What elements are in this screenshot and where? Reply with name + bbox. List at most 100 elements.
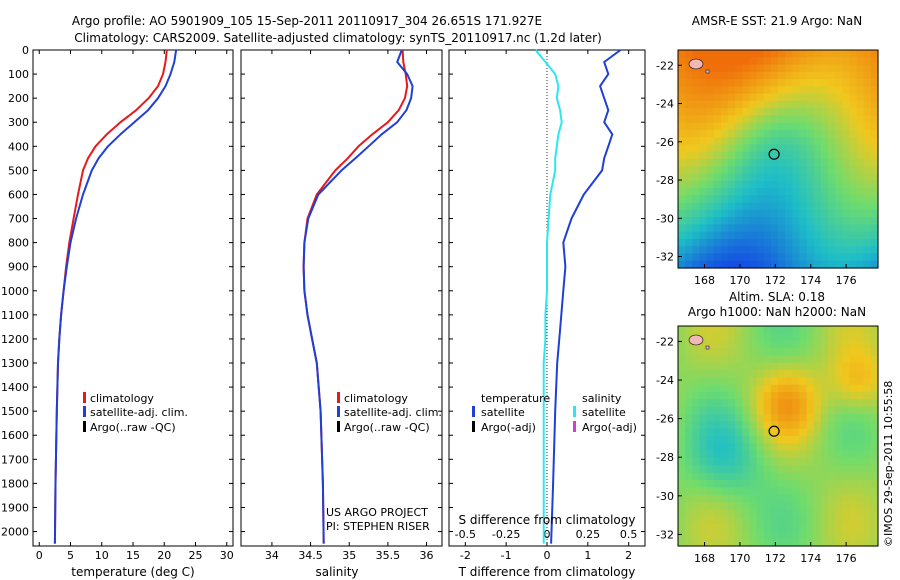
map-cell xyxy=(842,384,851,393)
map-cell xyxy=(806,384,815,393)
map-cell xyxy=(799,414,808,422)
map-cell xyxy=(820,326,829,334)
map-cell xyxy=(770,159,779,167)
map-cell xyxy=(799,450,808,459)
map-cell xyxy=(763,472,772,481)
map-cell xyxy=(778,144,786,153)
map-cell xyxy=(742,151,751,160)
map-cell xyxy=(728,384,736,393)
map-cell xyxy=(828,86,836,95)
map-cell xyxy=(678,384,686,393)
map-cell xyxy=(849,122,858,131)
map-y-tick-label: -24 xyxy=(656,98,674,111)
map-cell xyxy=(856,509,865,518)
map-cell xyxy=(856,57,865,66)
map-cell xyxy=(785,50,793,58)
map-cell xyxy=(835,384,843,393)
map-cell xyxy=(842,93,851,102)
map-cell xyxy=(692,188,701,196)
map-cell xyxy=(735,414,743,422)
map-cell xyxy=(706,50,715,58)
map-cell xyxy=(806,421,815,430)
legend-swatch-s-satellite xyxy=(573,406,576,417)
map-cell xyxy=(828,421,836,430)
map-cell xyxy=(713,399,722,408)
map-cell xyxy=(735,100,743,109)
map-cell xyxy=(835,93,843,102)
map-cell xyxy=(799,129,808,138)
map-cell xyxy=(778,180,786,189)
map-cell xyxy=(713,428,722,437)
map-cell xyxy=(820,202,829,211)
map-cell xyxy=(863,516,872,525)
map-cell xyxy=(820,421,829,430)
map-cell xyxy=(706,480,715,488)
map-cell xyxy=(778,326,786,334)
map-cell xyxy=(820,480,829,488)
map-cell xyxy=(792,377,801,386)
map-cell xyxy=(692,399,701,408)
map-cell xyxy=(763,436,772,444)
series-line-climatology xyxy=(302,49,409,544)
map-cell xyxy=(870,406,879,415)
map-cell xyxy=(720,115,729,124)
map-cell xyxy=(849,137,858,146)
map-cell xyxy=(799,326,808,334)
difference-xlabel-salinity: S difference from climatology xyxy=(459,513,636,527)
map-cell xyxy=(728,166,736,175)
map-cell xyxy=(806,144,815,153)
map-cell xyxy=(706,414,715,422)
map-cell xyxy=(799,516,808,525)
map-cell xyxy=(842,333,851,342)
map-cell xyxy=(856,480,865,488)
map-cell xyxy=(785,260,793,269)
difference-legend: temperature salinity satellite Argo(-adj… xyxy=(472,392,637,434)
map-cell xyxy=(685,246,693,255)
map-cell xyxy=(863,362,872,371)
map-cell xyxy=(835,524,843,532)
map-cell xyxy=(856,166,865,175)
map-cell xyxy=(756,64,765,73)
map-cell xyxy=(685,399,693,408)
x-tick-label-salinity: -0.5 xyxy=(455,528,476,541)
map-cell xyxy=(770,144,779,153)
map-cell xyxy=(842,377,851,386)
legend-label-satellite: satellite-adj. clim. xyxy=(344,406,442,419)
map-cell xyxy=(728,450,736,459)
map-cell xyxy=(735,217,743,225)
map-cell xyxy=(720,224,729,233)
map-cell xyxy=(799,333,808,342)
map-cell xyxy=(820,86,829,95)
map-cell xyxy=(756,224,765,233)
map-cell xyxy=(870,159,879,167)
map-cell xyxy=(735,57,743,66)
map-cell xyxy=(792,93,801,102)
map-cell xyxy=(792,260,801,269)
map-cell xyxy=(720,524,729,532)
map-cell xyxy=(856,421,865,430)
map-cell xyxy=(863,71,872,80)
map-cell xyxy=(785,348,793,356)
map-cell xyxy=(820,458,829,466)
map-cell xyxy=(720,538,729,547)
salinity-xlabel: salinity xyxy=(315,565,358,579)
map-cell xyxy=(713,355,722,364)
map-cell xyxy=(720,414,729,422)
map-cell xyxy=(870,86,879,95)
map-cell xyxy=(699,188,708,196)
map-cell xyxy=(785,421,793,430)
y-tick-label: 1600 xyxy=(1,429,29,442)
map-cell xyxy=(756,326,765,334)
map-cell xyxy=(678,217,686,225)
map-cell xyxy=(799,144,808,153)
map-cell xyxy=(863,57,872,66)
map-cell xyxy=(678,406,686,415)
map-cell xyxy=(678,509,686,518)
map-cell xyxy=(806,362,815,371)
series-line-satellite-adj-clim- xyxy=(53,49,178,544)
map-cell xyxy=(856,188,865,196)
map-cell xyxy=(763,224,772,233)
legend-label-t-satellite: satellite xyxy=(481,406,525,419)
map-cell xyxy=(792,217,801,225)
